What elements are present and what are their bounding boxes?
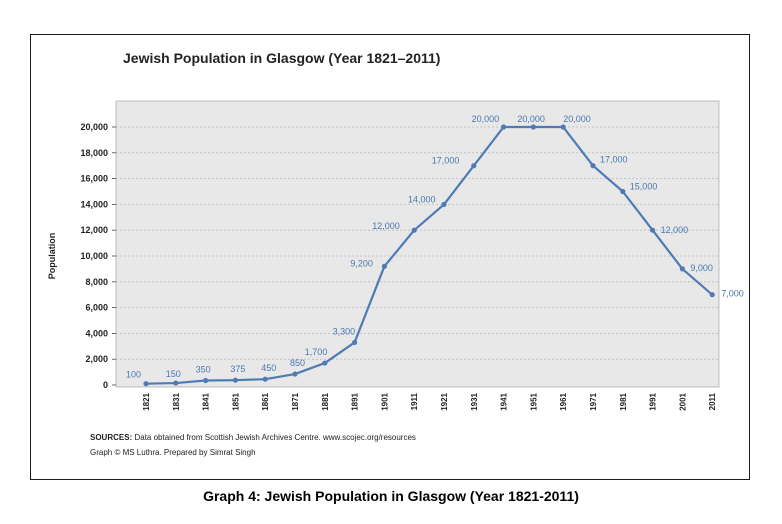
data-label: 450: [261, 363, 276, 373]
x-tick-label: 1831: [172, 392, 181, 410]
x-tick-label: 1881: [321, 392, 330, 410]
data-label: 17,000: [600, 155, 628, 165]
data-point: [650, 227, 656, 233]
data-point: [679, 266, 686, 272]
data-point: [381, 263, 387, 269]
y-tick-label: 2,000: [85, 354, 108, 364]
x-tick-label: 1961: [559, 392, 568, 410]
x-tick-label: 1931: [470, 392, 479, 410]
data-label: 14,000: [408, 194, 436, 204]
data-point: [292, 371, 298, 377]
data-label: 350: [196, 364, 211, 374]
data-label: 100: [126, 370, 141, 380]
y-tick-label: 6,000: [85, 303, 108, 313]
data-label: 15,000: [630, 182, 658, 192]
data-point: [322, 360, 328, 366]
x-tick-label: 2011: [708, 392, 717, 410]
x-tick-label: 1971: [589, 392, 598, 410]
data-point: [411, 227, 417, 233]
figure-caption: Graph 4: Jewish Population in Glasgow (Y…: [203, 488, 579, 504]
y-tick-label: 0: [103, 380, 108, 390]
data-point: [709, 292, 715, 298]
data-point: [501, 124, 507, 130]
x-tick-label: 1821: [142, 392, 151, 410]
data-label: 850: [290, 358, 305, 368]
data-point: [262, 376, 268, 382]
chart-title: Jewish Population in Glasgow (Year 1821–…: [123, 50, 441, 66]
data-label: 375: [230, 364, 245, 374]
line-chart: 0 2,000 4,000 6,000 8,000 10,000 12,000 14,000 1…: [47, 100, 744, 411]
data-label: 7,000: [721, 289, 744, 299]
data-point: [232, 377, 238, 383]
series-line: [145, 125, 713, 385]
data-label: 3,300: [333, 326, 356, 336]
x-tick-label: 1841: [202, 392, 211, 410]
y-axis-label: Population: [47, 233, 57, 280]
x-tick-label: 1901: [380, 392, 389, 410]
y-tick-label: 18,000: [80, 148, 108, 158]
x-tick-label: 1921: [440, 392, 449, 410]
sources-label: SOURCES:: [90, 433, 133, 442]
credit-note: Graph © MS Luthra. Prepared by Simrat Si…: [90, 448, 256, 457]
x-tick-label: 2001: [678, 392, 687, 410]
chart-frame: Jewish Population in Glasgow (Year 1821–…: [30, 34, 750, 480]
data-label: 20,000: [517, 114, 545, 124]
y-tick-label: 16,000: [80, 174, 108, 184]
x-tick-label: 1871: [291, 392, 300, 410]
sources-text: Data obtained from Scottish Jewish Archi…: [134, 433, 416, 442]
plot-area: [115, 100, 720, 388]
data-point: [620, 188, 626, 195]
data-label: 150: [166, 369, 181, 379]
x-tick-label: 1911: [410, 392, 419, 410]
x-tick-label: 1941: [500, 392, 509, 410]
data-point: [441, 201, 447, 207]
data-point: [173, 380, 179, 386]
y-tick-label: 10,000: [80, 251, 108, 261]
data-point: [471, 163, 477, 169]
x-tick-label: 1951: [529, 392, 538, 410]
data-point: [560, 124, 566, 130]
x-tick-label: 1981: [619, 392, 628, 410]
data-point: [203, 377, 209, 384]
data-label: 20,000: [563, 114, 591, 124]
data-point: [530, 124, 536, 130]
data-label: 1,700: [305, 347, 328, 357]
x-tick-label: 1851: [231, 392, 240, 410]
data-label: 17,000: [432, 156, 460, 166]
data-label: 9,200: [350, 258, 373, 268]
x-tick-label: 1991: [649, 392, 658, 410]
x-tick-label: 1891: [351, 392, 360, 410]
y-tick-label: 12,000: [80, 225, 108, 235]
y-tick-label: 14,000: [80, 199, 108, 209]
data-point: [143, 381, 149, 387]
y-tick-label: 8,000: [85, 277, 108, 287]
data-label: 12,000: [372, 221, 400, 231]
y-tick-label: 20,000: [80, 122, 108, 132]
data-label: 12,000: [661, 225, 689, 235]
y-tick-label: 4,000: [85, 328, 108, 338]
data-point: [352, 339, 358, 346]
sources-note: SOURCES: Data obtained from Scottish Jew…: [90, 433, 416, 442]
data-label: 9,000: [690, 263, 713, 273]
data-label: 20,000: [472, 114, 500, 124]
x-tick-label: 1861: [261, 392, 270, 410]
data-point: [590, 163, 596, 169]
